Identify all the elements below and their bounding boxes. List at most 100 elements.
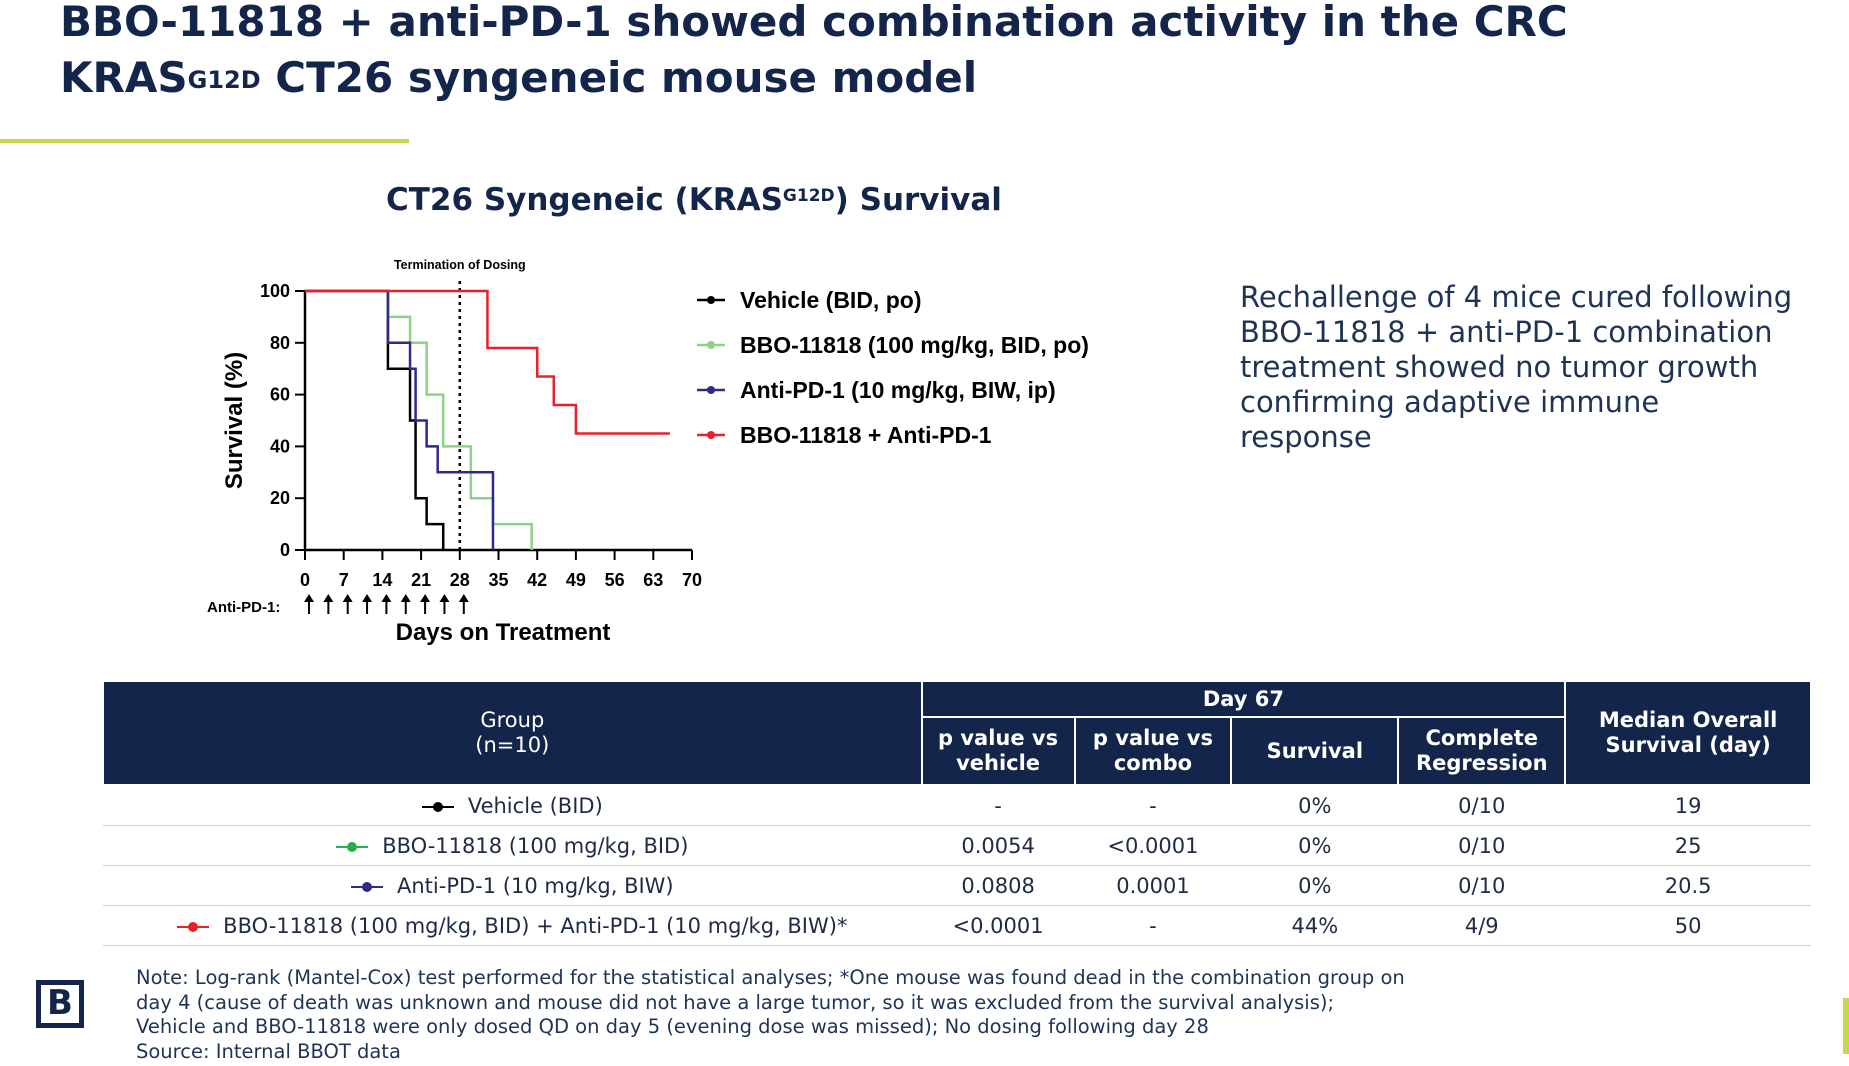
x-tick-label: 35	[488, 570, 508, 590]
median-survival-cell: 20.5	[1565, 865, 1811, 906]
group-cell: Vehicle (BID)	[103, 785, 922, 826]
x-tick-label: 70	[682, 570, 702, 590]
footnote-line-2: day 4 (cause of death was unknown and mo…	[136, 990, 1335, 1014]
x-axis-label: Days on Treatment	[396, 619, 611, 646]
median-survival-header: Median Overall Survival (day)	[1564, 680, 1812, 786]
dosing-arrow-head	[362, 594, 373, 602]
title-line-2: CT26 syngeneic mouse model	[260, 53, 978, 102]
legend-label-3: Anti-PD-1 (10 mg/kg, BIW, ip)	[740, 377, 1056, 403]
title-kras: KRAS	[60, 53, 188, 102]
y-tick-label: 20	[270, 488, 290, 508]
complete-regression-cell: 0/10	[1398, 865, 1566, 906]
p-vehicle-cell: <0.0001	[921, 905, 1075, 946]
termination-dosing-label: Termination of Dosing	[394, 258, 526, 272]
y-tick-label: 100	[260, 281, 290, 301]
group-label: BBO-11818 (100 mg/kg, BID) + Anti-PD-1 (…	[223, 913, 848, 938]
series-line-3	[305, 289, 495, 550]
x-tick-label: 63	[643, 570, 663, 590]
legend-label-4: BBO-11818 + Anti-PD-1	[740, 422, 992, 448]
p-combo-cell: 0.0001	[1074, 865, 1232, 906]
legend-marker-1	[707, 296, 715, 304]
group-cell: BBO-11818 (100 mg/kg, BID)	[103, 825, 922, 866]
x-tick-label: 21	[411, 570, 431, 590]
median-survival-cell: 25	[1565, 825, 1811, 866]
results-table: Group (n=10) Day 67 Median Overall Survi…	[102, 680, 1812, 946]
p-vehicle-cell: -	[921, 785, 1075, 826]
legend-marker-2	[707, 341, 715, 349]
complete-regression-header: Complete Regression	[1397, 716, 1567, 786]
dosing-arrow-head	[304, 594, 314, 602]
legend-label-2: BBO-11818 (100 mg/kg, BID, po)	[740, 332, 1089, 358]
p-combo-cell: -	[1074, 785, 1232, 826]
table-row: BBO-11818 (100 mg/kg, BID) 0.0054 <0.0001 0…	[103, 825, 1811, 866]
y-tick-label: 60	[270, 385, 290, 405]
p-vehicle-cell: 0.0808	[921, 865, 1075, 906]
group-cell: Anti-PD-1 (10 mg/kg, BIW)	[103, 865, 922, 906]
group-label: Vehicle (BID)	[467, 793, 603, 818]
y-tick-label: 40	[270, 436, 290, 456]
dosing-arrow-head	[381, 594, 392, 602]
x-tick-label: 49	[566, 570, 586, 590]
chart-title-suffix: ) Survival	[834, 182, 1002, 218]
complete-regression-cell: 4/9	[1398, 905, 1566, 946]
x-tick-label: 0	[300, 570, 310, 590]
median-survival-cell: 50	[1565, 905, 1811, 946]
company-logo: B	[36, 980, 84, 1028]
dosing-arrow-head	[458, 594, 469, 602]
y-axis-label: Survival (%)	[221, 352, 248, 489]
dosing-arrow-head	[439, 594, 450, 602]
slide-title: BBO-11818 + anti-PD-1 showed combination…	[60, 0, 1760, 106]
group-header-label: Group	[480, 708, 545, 732]
dosing-arrow-head	[400, 594, 411, 602]
survival-chart: 0 20 40 60 80 100 0 7 14 21 28 35 42 49 56 63 70 Days on …	[207, 258, 1089, 646]
title-underline	[0, 139, 409, 143]
dosing-label: Anti-PD-1:	[207, 599, 280, 616]
survival-cell: 0%	[1231, 865, 1399, 906]
legend-label-1: Vehicle (BID, po)	[740, 287, 921, 313]
footnote: Note: Log-rank (Mantel-Cox) test perform…	[136, 966, 1636, 1064]
p-combo-header: p value vs combo	[1073, 716, 1233, 786]
title-superscript: G12D	[187, 66, 261, 94]
group-cell: BBO-11818 (100 mg/kg, BID) + Anti-PD-1 (…	[103, 905, 922, 946]
legend-marker-3	[707, 386, 715, 394]
group-legend-marker	[351, 881, 383, 893]
survival-cell: 0%	[1231, 825, 1399, 866]
x-tick-label: 28	[450, 570, 470, 590]
footnote-line-3: Vehicle and BBO-11818 were only dosed QD…	[136, 1015, 1209, 1038]
group-legend-marker	[177, 921, 210, 933]
group-label: BBO-11818 (100 mg/kg, BID)	[382, 833, 689, 858]
chart-title-text: CT26 Syngeneic (KRAS	[386, 182, 783, 218]
group-header: Group (n=10)	[102, 680, 923, 786]
median-survival-cell: 19	[1565, 785, 1811, 826]
footnote-line-1: Note: Log-rank (Mantel-Cox) test perform…	[136, 966, 1405, 989]
title-line-1: BBO-11818 + anti-PD-1 showed combination…	[60, 0, 1568, 46]
x-tick-label: 14	[372, 570, 392, 590]
group-legend-marker	[421, 801, 454, 813]
group-label: Anti-PD-1 (10 mg/kg, BIW)	[397, 873, 674, 898]
legend-marker-4	[707, 431, 715, 439]
complete-regression-cell: 0/10	[1398, 825, 1566, 866]
y-tick-label: 0	[280, 540, 290, 560]
y-tick-label: 80	[270, 333, 290, 353]
p-vehicle-cell: 0.0054	[921, 825, 1075, 866]
dosing-arrow-head	[323, 594, 334, 602]
survival-cell: 44%	[1231, 905, 1399, 946]
table-row: Vehicle (BID) - -0% 0/10 19	[103, 785, 1811, 826]
series-line-4	[305, 289, 670, 435]
dosing-arrow-head	[342, 594, 353, 602]
corner-accent	[1843, 998, 1849, 1054]
chart-title: CT26 Syngeneic (KRASG12D) Survival	[386, 182, 1002, 218]
x-tick-label: 56	[605, 570, 625, 590]
x-tick-label: 42	[527, 570, 547, 590]
rechallenge-callout: Rechallenge of 4 mice cured following BB…	[1240, 280, 1793, 454]
dosing-arrow-head	[420, 594, 431, 602]
results-table-body: Vehicle (BID) - -0% 0/10 19 BBO-11818 (100 mg…	[103, 785, 1811, 946]
survival-header: Survival	[1230, 716, 1400, 786]
p-combo-cell: <0.0001	[1074, 825, 1232, 866]
complete-regression-cell: 0/10	[1398, 785, 1566, 826]
survival-cell: 0%	[1231, 785, 1399, 826]
p-vehicle-header: p value vs vehicle	[920, 716, 1076, 786]
x-tick-label: 7	[339, 570, 349, 590]
p-combo-cell: -	[1074, 905, 1232, 946]
day-67-header: Day 67	[920, 680, 1567, 718]
